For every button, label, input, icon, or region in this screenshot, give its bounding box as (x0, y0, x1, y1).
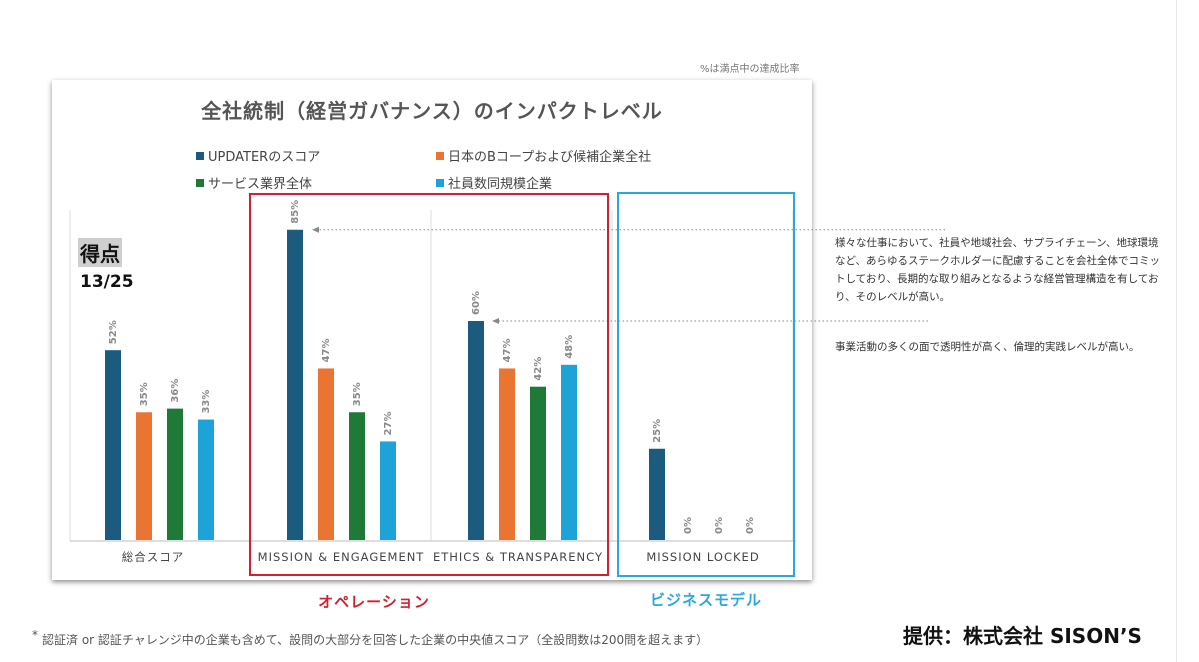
data-label-3-3: 0% (745, 517, 756, 534)
business-model-label: ビジネスモデル (649, 591, 762, 609)
operations-highlight-box (249, 193, 609, 576)
data-label-1-2: 35% (352, 382, 363, 406)
footnote: * 認証済 or 認証チャレンジ中の企業も含めて、設問の大部分を回答した企業の中央… (32, 628, 708, 648)
data-label-0-1: 35% (139, 382, 150, 406)
business-model-highlight-box (617, 192, 795, 577)
data-label-3-1: 0% (683, 517, 694, 534)
footnote-mark: * (32, 628, 38, 642)
bar-1-0 (287, 229, 303, 540)
bar-3-0 (649, 448, 665, 540)
operations-label: オペレーション (318, 593, 430, 611)
category-label-2: ETHICS & TRANSPARENCY (433, 550, 603, 564)
data-label-3-0: 25% (652, 419, 663, 443)
footnote-text: 認証済 or 認証チャレンジ中の企業も含めて、設問の大部分を回答した企業の中央値… (42, 633, 709, 647)
data-label-0-3: 33% (201, 390, 212, 414)
data-label-2-0: 60% (471, 291, 482, 315)
provided-by: 提供：株式会社 SISON’S (903, 624, 1142, 648)
data-label-0-2: 36% (170, 379, 181, 403)
legend-swatch-updater (196, 152, 204, 160)
data-label-2-2: 42% (533, 357, 544, 381)
legend-bcorp: 日本のBコープおよび候補企業全社 (436, 146, 651, 165)
legend-swatch-service (196, 179, 204, 187)
page-edge-line (1176, 0, 1177, 662)
annotation-mission-engagement: 様々な仕事において、社員や地域社会、サプライチェーン、地球環境など、あらゆるステ… (835, 237, 1160, 303)
score-label: 得点 (78, 238, 122, 267)
bar-2-1 (499, 368, 515, 540)
data-label-1-1: 47% (321, 339, 332, 363)
data-label-1-3: 27% (383, 412, 394, 436)
chart-title: 全社統制（経営ガバナンス）のインパクトレベル (201, 99, 663, 123)
data-label-3-2: 0% (714, 517, 725, 534)
bar-1-2 (349, 412, 365, 540)
data-label-2-1: 47% (502, 339, 513, 363)
data-label-2-3: 48% (564, 335, 575, 359)
bar-2-0 (468, 321, 484, 540)
data-label-0-0: 52% (108, 320, 119, 344)
bar-0-3 (198, 419, 214, 540)
bar-2-3 (561, 364, 577, 540)
bar-1-1 (318, 368, 334, 540)
legend-swatch-bcorp (436, 152, 444, 160)
bar-0-1 (136, 412, 152, 540)
pointer-arrow-ethics-transparency (492, 318, 499, 324)
legend-updater: UPDATERのスコア (196, 146, 320, 165)
legend-service: サービス業界全体 (196, 173, 312, 192)
category-label-3: MISSION LOCKED (646, 550, 759, 564)
bar-0-2 (167, 408, 183, 540)
percent-note: %は満点中の達成比率 (700, 64, 800, 75)
pointer-arrow-mission-engagement (312, 226, 319, 233)
legend-same-size: 社員数同規模企業 (436, 173, 552, 192)
score-value: 13/25 (80, 272, 134, 292)
data-label-1-0: 85% (290, 200, 301, 224)
bar-0-0 (105, 350, 121, 540)
annotation-ethics-transparency: 事業活動の多くの面で透明性が高く、倫理的実践レベルが高い。 (835, 341, 1140, 353)
bar-2-2 (530, 386, 546, 540)
category-label-0: 総合スコア (122, 550, 185, 564)
legend-swatch-same-size (436, 179, 444, 187)
bar-1-3 (380, 441, 396, 540)
category-label-1: MISSION & ENGAGEMENT (258, 550, 425, 564)
